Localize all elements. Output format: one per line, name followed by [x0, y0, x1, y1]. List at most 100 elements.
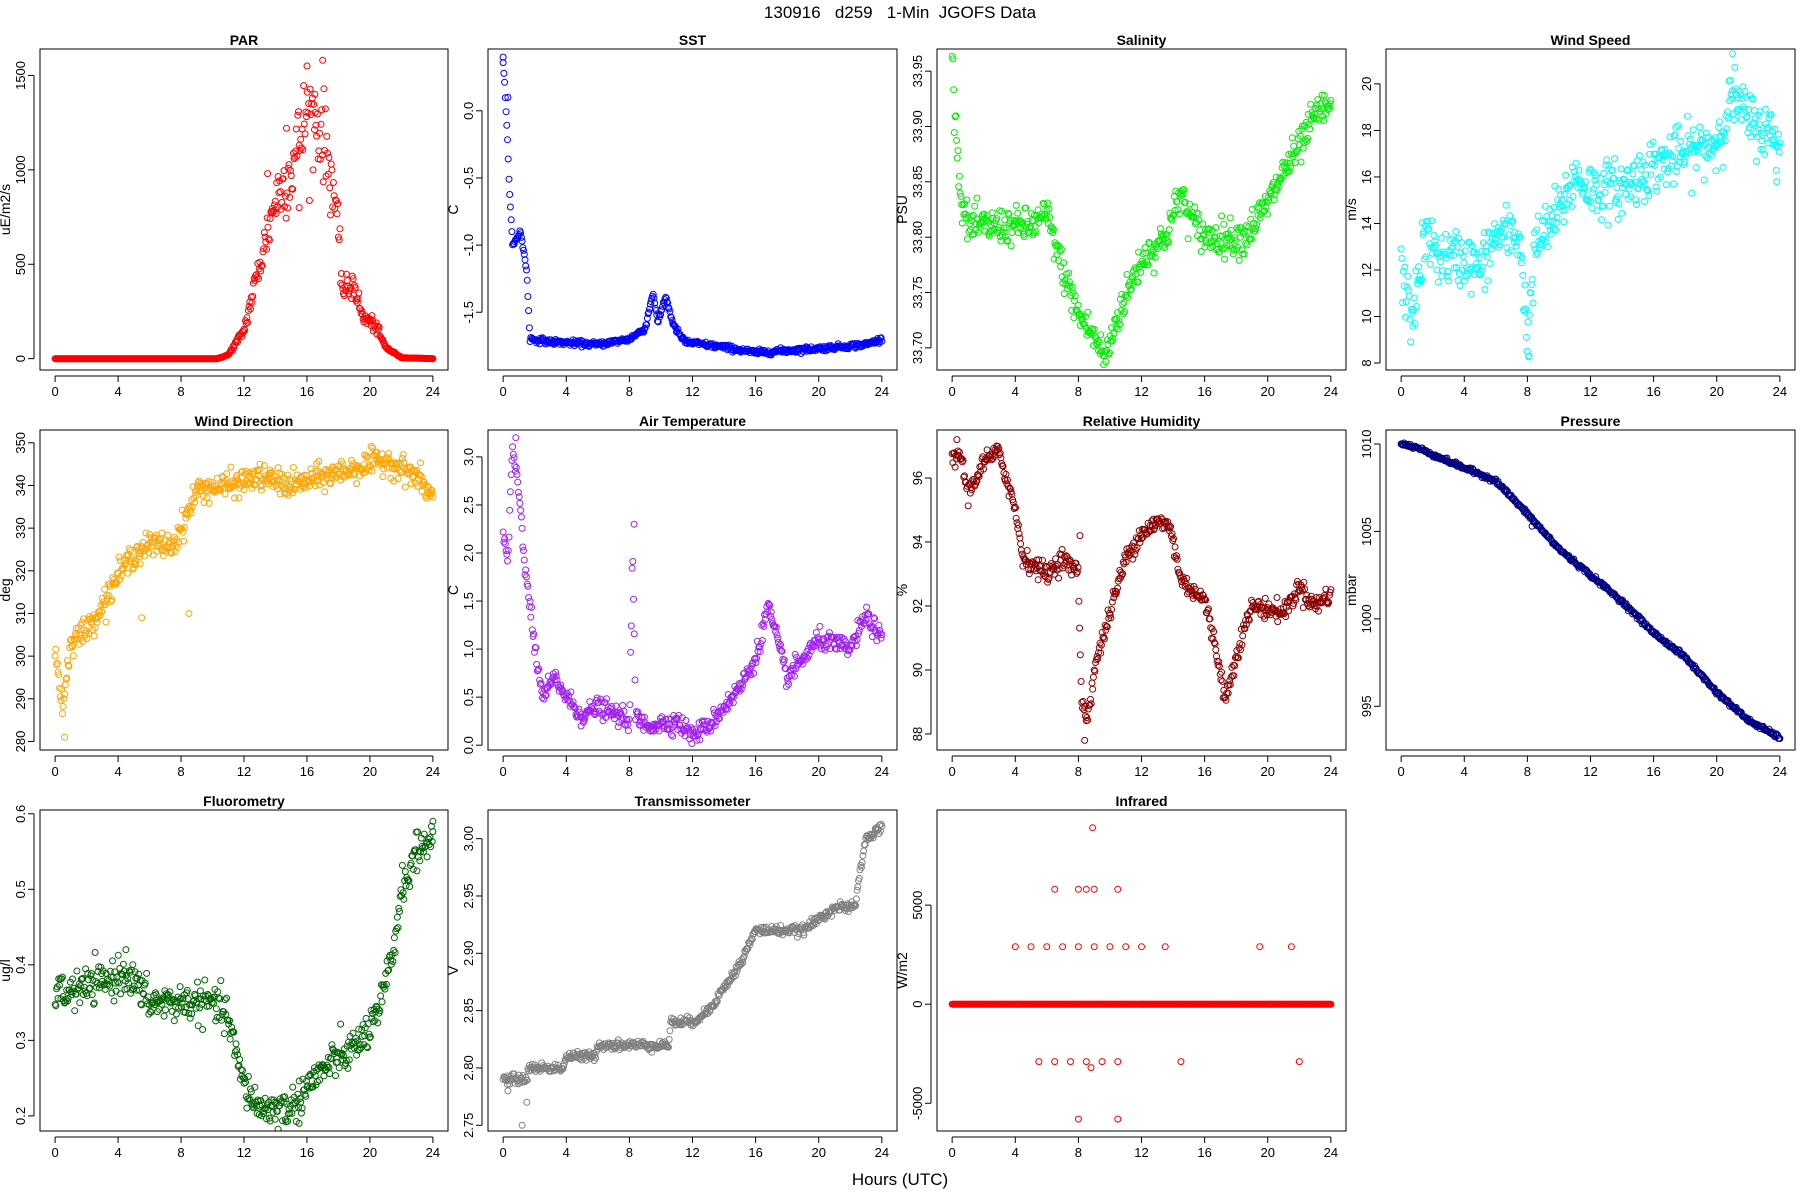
data-point: [295, 1119, 303, 1127]
data-point: [155, 1005, 163, 1013]
data-point: [326, 184, 334, 192]
data-point: [1549, 218, 1557, 226]
data-point: [1293, 148, 1301, 156]
data-point: [508, 228, 516, 236]
data-point: [284, 491, 292, 499]
data-point: [1444, 268, 1452, 275]
data-point: [257, 1112, 265, 1120]
data-point: [200, 499, 208, 507]
data-point: [1717, 133, 1725, 141]
data-point: [240, 325, 248, 333]
data-point: [1174, 206, 1182, 214]
data-point: [167, 548, 175, 556]
data-point: [877, 334, 885, 342]
data-point: [523, 266, 530, 274]
x-axis: 0 4 8 12 16 20 24: [500, 375, 889, 399]
data-point: [289, 1083, 297, 1091]
y-axis-label: mbar: [1343, 574, 1359, 606]
data-point: [71, 1007, 79, 1015]
data-point: [143, 969, 151, 977]
data-point: [244, 307, 252, 314]
data-point: [1452, 228, 1460, 235]
data-point: [1144, 261, 1152, 269]
data-point: [1751, 114, 1759, 122]
data-point: [766, 612, 774, 620]
data-point: [1115, 317, 1123, 325]
data-point: [231, 494, 239, 502]
data-point: [963, 482, 971, 490]
y-tick-label: 88: [910, 727, 925, 741]
data-point: [1045, 205, 1053, 213]
data-point: [993, 215, 1001, 223]
data-point: [1301, 122, 1309, 130]
data-point: [1054, 241, 1062, 249]
data-point: [1552, 219, 1560, 226]
data-point: [780, 656, 788, 664]
data-point: [816, 622, 824, 630]
data-point: [69, 975, 76, 983]
data-point: [506, 203, 514, 211]
data-point: [247, 305, 254, 313]
data-point: [1119, 300, 1127, 308]
data-point: [180, 524, 188, 531]
data-point: [1483, 253, 1491, 261]
x-axis: 0 4 8 12 16 20 24: [949, 375, 1338, 399]
data-point: [263, 214, 271, 222]
data-point: [1108, 598, 1116, 606]
data-point: [342, 1057, 350, 1064]
data-point: [1019, 562, 1027, 570]
data-point: [1695, 143, 1703, 151]
data-point: [1087, 695, 1094, 703]
data-point: [1210, 628, 1218, 636]
data-point: [319, 56, 327, 64]
data-point: [281, 1093, 289, 1101]
data-point: [1044, 578, 1052, 586]
data-point: [54, 668, 62, 676]
data-point: [215, 994, 223, 1002]
data-point: [1244, 228, 1252, 236]
plot-frame: [39, 429, 449, 751]
data-point: [1397, 245, 1405, 253]
data-point: [1641, 161, 1649, 169]
data-point: [294, 1090, 302, 1098]
data-point: [951, 113, 959, 121]
x-tick-label: 0: [1398, 764, 1405, 779]
data-point: [1571, 172, 1579, 180]
data-point: [1245, 616, 1253, 624]
data-point: [239, 328, 247, 336]
data-point: [353, 299, 361, 306]
data-point: [792, 665, 800, 673]
data-point: [348, 295, 355, 303]
data-point: [995, 223, 1003, 231]
data-point: [876, 629, 884, 637]
data-point: [1294, 135, 1302, 143]
data-point: [1166, 524, 1174, 532]
data-point: [1605, 161, 1613, 169]
data-point: [1485, 229, 1493, 237]
data-point: [1562, 171, 1570, 179]
data-point: [1748, 95, 1756, 102]
data-point: [217, 487, 225, 494]
data-point: [358, 1026, 366, 1034]
data-point: [88, 991, 96, 999]
data-point: [512, 464, 520, 471]
data-point: [76, 999, 84, 1007]
data-point: [968, 213, 976, 221]
data-point: [122, 946, 130, 954]
data-point: [96, 611, 104, 619]
data-point: [725, 341, 733, 349]
data-point: [423, 853, 431, 861]
data-point: [1753, 157, 1760, 165]
y-tick-label: 0: [13, 355, 28, 362]
data-point: [1113, 588, 1121, 596]
data-point: [693, 736, 701, 744]
data-point: [1057, 245, 1065, 253]
panel-title: Air Temperature: [639, 413, 746, 429]
x-tick-label: 12: [685, 764, 699, 779]
data-point: [1518, 254, 1526, 262]
data-point: [519, 244, 527, 252]
data-point: [324, 149, 331, 157]
data-point: [152, 991, 160, 999]
data-point: [1600, 170, 1608, 177]
